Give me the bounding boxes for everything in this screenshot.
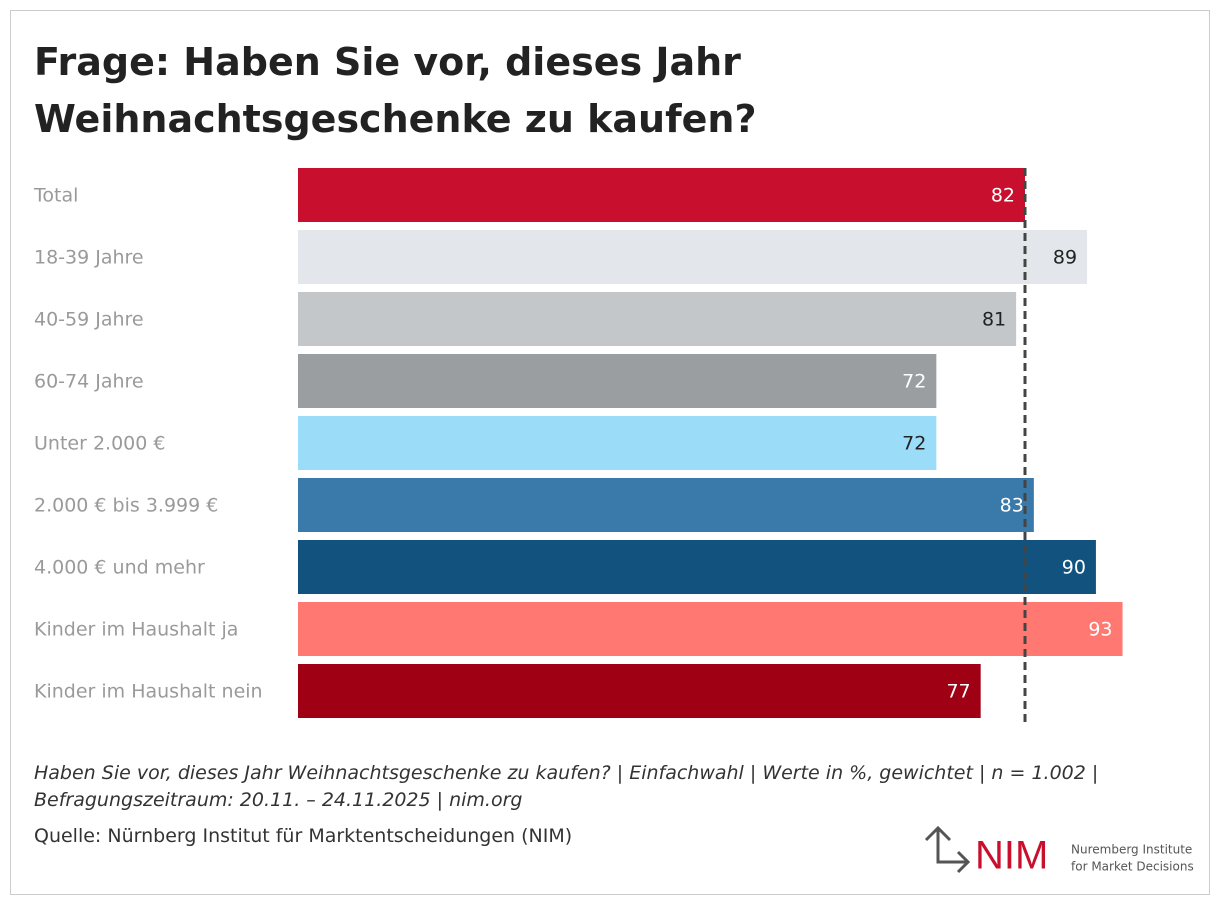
value-label: 72 (902, 371, 926, 393)
category-label: 2.000 € bis 3.999 € (34, 495, 218, 517)
category-label: 40-59 Jahre (34, 309, 144, 331)
bar (298, 478, 1034, 532)
value-label: 77 (946, 681, 970, 703)
value-label: 81 (982, 309, 1006, 331)
value-label: 72 (902, 433, 926, 455)
note: Haben Sie vor, dieses Jahr Weihnachtsges… (34, 762, 1099, 811)
frame (10, 10, 1210, 895)
logo-icon (924, 825, 971, 874)
category-label: Unter 2.000 € (34, 433, 165, 455)
value-label: 90 (1062, 557, 1086, 579)
category-label: Total (33, 185, 78, 207)
logo: NIM Nuremberg Institute for Market Decis… (924, 825, 1194, 878)
value-label: 83 (1000, 495, 1024, 517)
bar (298, 168, 1025, 222)
logo-line: for Market Decisions (1071, 860, 1194, 874)
bar (298, 664, 981, 718)
bar (298, 540, 1096, 594)
source: Quelle: Nürnberg Institut für Marktentsc… (34, 825, 573, 847)
category-label: 60-74 Jahre (34, 371, 144, 393)
value-label: 93 (1088, 619, 1112, 641)
bar (298, 354, 937, 408)
category-label: Kinder im Haushalt ja (34, 619, 238, 641)
chart-title: Frage: Haben Sie vor, dieses Jahr Weihna… (34, 40, 757, 141)
category-label: 4.000 € und mehr (34, 557, 205, 579)
category-label: Kinder im Haushalt nein (34, 681, 263, 703)
value-label: 89 (1053, 247, 1077, 269)
bar (298, 602, 1123, 656)
category-label: 18-39 Jahre (34, 247, 144, 269)
bar (298, 292, 1017, 346)
logo-line: Nuremberg Institute (1071, 843, 1192, 857)
value-label: 82 (991, 185, 1015, 207)
logo-name: NIM (975, 834, 1048, 878)
bar (298, 230, 1088, 284)
bar (298, 416, 937, 470)
